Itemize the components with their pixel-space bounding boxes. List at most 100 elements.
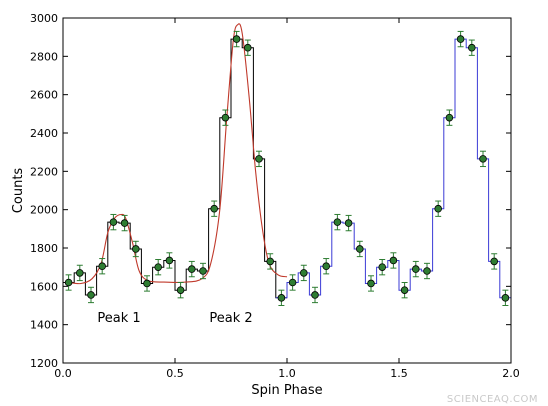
data-point xyxy=(221,109,230,126)
data-point xyxy=(299,264,308,282)
data-marker xyxy=(210,204,219,213)
data-point xyxy=(490,253,499,270)
x-tick-label: 0.0 xyxy=(54,367,72,380)
data-marker xyxy=(87,291,95,299)
data-point xyxy=(322,258,331,275)
annotations: Peak 1 Peak 2 xyxy=(97,311,252,326)
data-marker xyxy=(221,113,230,122)
data-marker xyxy=(344,219,353,227)
data-point xyxy=(367,275,375,292)
y-tick-label: 2800 xyxy=(30,50,58,63)
y-tick-label: 2200 xyxy=(30,165,58,178)
data-point xyxy=(389,252,398,269)
y-tick-label: 2400 xyxy=(30,127,58,140)
data-point xyxy=(87,286,95,304)
y-tick-label: 1400 xyxy=(30,319,58,332)
x-axis-label: Spin Phase xyxy=(251,383,322,398)
data-point xyxy=(378,259,387,276)
data-marker xyxy=(120,219,129,227)
data-marker xyxy=(288,278,297,287)
data-point xyxy=(288,274,297,291)
data-point xyxy=(109,213,118,231)
data-marker xyxy=(154,263,163,271)
data-point xyxy=(199,262,207,280)
data-point xyxy=(434,200,443,217)
data-marker xyxy=(411,265,420,273)
data-point xyxy=(64,274,73,291)
data-marker xyxy=(434,204,443,213)
y-axis-label: Counts xyxy=(11,168,26,214)
x-tick-label: 2.0 xyxy=(502,367,520,380)
x-tick-label: 1.0 xyxy=(278,367,296,380)
data-point xyxy=(456,30,465,48)
data-marker xyxy=(389,256,398,265)
data-marker xyxy=(64,278,73,287)
data-point xyxy=(344,214,353,232)
y-tick-label: 2600 xyxy=(30,89,58,102)
data-point xyxy=(255,150,263,168)
data-point xyxy=(244,39,252,56)
data-marker xyxy=(255,155,263,163)
data-point xyxy=(76,264,84,282)
data-point xyxy=(400,282,409,299)
data-marker xyxy=(501,294,510,302)
data-point xyxy=(176,282,185,299)
data-point xyxy=(467,39,476,56)
data-marker xyxy=(355,245,364,253)
data-point xyxy=(423,262,431,280)
data-point xyxy=(98,258,106,275)
data-marker xyxy=(165,256,174,265)
plot-area xyxy=(63,23,511,306)
data-point xyxy=(143,275,151,292)
data-marker xyxy=(277,294,286,302)
data-marker xyxy=(266,257,275,266)
data-point xyxy=(120,214,129,232)
data-point xyxy=(232,30,241,48)
data-marker xyxy=(445,113,454,122)
data-point xyxy=(154,259,163,276)
data-marker xyxy=(311,291,319,299)
data-marker xyxy=(176,286,185,294)
y-tick-label: 1800 xyxy=(30,242,58,255)
model-curve xyxy=(69,23,288,285)
data-marker xyxy=(188,265,196,273)
step-line-cycle-1 xyxy=(63,38,287,299)
data-point xyxy=(355,240,364,258)
data-marker xyxy=(378,263,387,271)
data-marker xyxy=(143,279,151,288)
data-point xyxy=(411,260,420,278)
data-marker xyxy=(132,245,140,253)
data-point xyxy=(445,109,454,126)
plot-content xyxy=(63,23,511,306)
data-marker xyxy=(333,218,342,226)
y-tick-label: 1600 xyxy=(30,280,58,293)
data-point xyxy=(277,289,286,306)
data-marker xyxy=(76,269,84,277)
axis-ticks: 0.0 0.5 1.0 1.5 2.0 1200 1400 1600 1800 2000 2200 2… xyxy=(30,12,520,380)
data-point xyxy=(311,286,319,304)
data-marker xyxy=(244,43,252,52)
x-tick-label: 1.5 xyxy=(390,367,408,380)
watermark: SCIENCEAQ.COM xyxy=(447,394,538,405)
data-marker xyxy=(479,155,487,163)
data-marker xyxy=(467,43,476,52)
peak-annotation: Peak 1 xyxy=(97,311,140,326)
data-point xyxy=(210,200,219,217)
peak-annotation: Peak 2 xyxy=(209,311,252,326)
y-tick-label: 1200 xyxy=(30,357,58,370)
data-marker xyxy=(423,267,431,275)
data-marker xyxy=(322,262,331,271)
data-point xyxy=(188,260,196,278)
data-point xyxy=(479,150,487,168)
data-marker xyxy=(98,262,106,271)
data-point xyxy=(501,289,510,306)
data-marker xyxy=(232,35,241,43)
data-marker xyxy=(109,218,118,226)
data-marker xyxy=(490,257,499,266)
data-marker xyxy=(299,269,308,277)
data-marker xyxy=(199,267,207,275)
data-marker xyxy=(456,35,465,43)
data-marker xyxy=(400,286,409,294)
x-tick-label: 0.5 xyxy=(166,367,184,380)
